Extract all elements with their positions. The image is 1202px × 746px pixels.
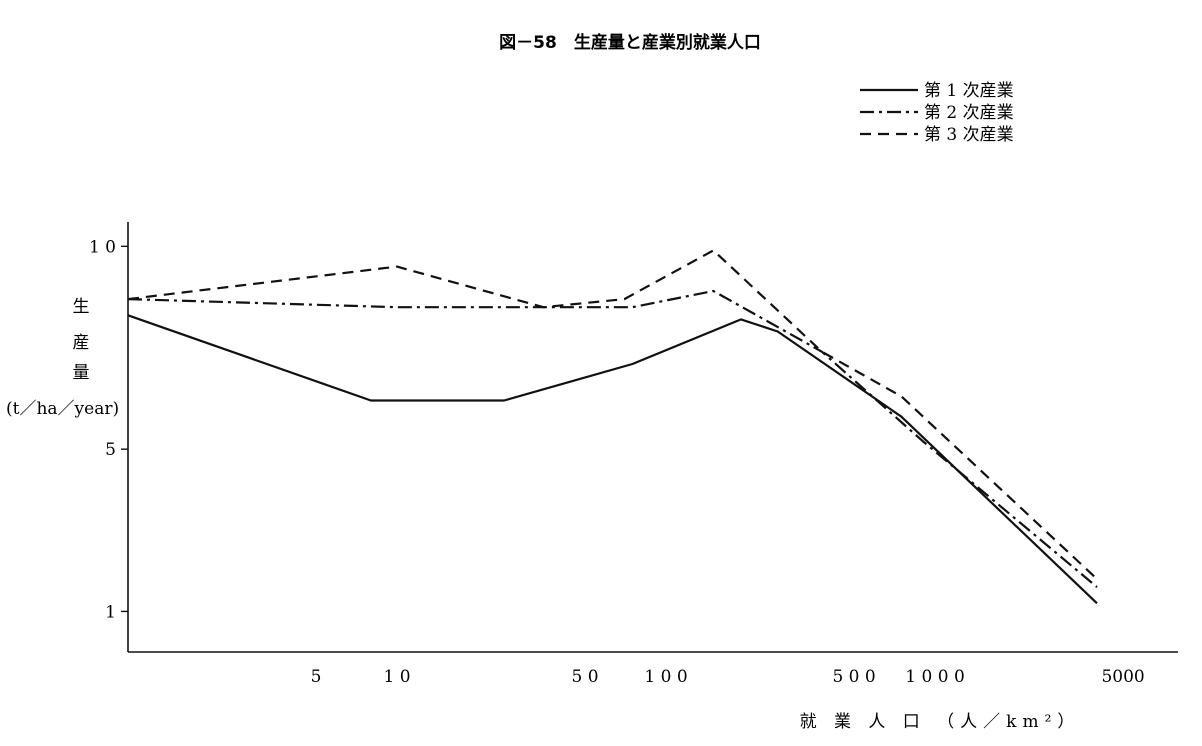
- series-line-2: [127, 289, 1098, 588]
- x-tick-label: 5 0: [572, 667, 599, 687]
- x-tick-label: 5: [311, 667, 322, 687]
- y-axis-label-line: (t／ha／year): [6, 399, 119, 419]
- y-axis-label: 生産量 (t／ha／year): [6, 297, 119, 419]
- y-axis-label-line: 生: [73, 297, 90, 317]
- x-tick-label: 1 0: [383, 667, 410, 687]
- legend-label-3: 第 3 次産業: [924, 125, 1014, 145]
- x-tick-label: 5 0 0: [832, 667, 875, 687]
- legend-label-2: 第 2 次産業: [924, 103, 1014, 123]
- x-tick-label: 1 0 0 0: [905, 667, 964, 687]
- legend-label-1: 第 1 次産業: [924, 81, 1014, 101]
- y-tick-label: 1 0: [89, 237, 116, 257]
- series-line-1: [127, 314, 1098, 605]
- x-axis-label: 就 業 人 口 （人／km²）: [800, 712, 1081, 732]
- y-axis-label-line: 産: [73, 333, 90, 353]
- y-ticks: 1 0 5 1: [89, 237, 128, 622]
- y-tick-label: 5: [105, 440, 116, 460]
- chart-title: 図－58 生産量と産業別就業人口: [499, 32, 761, 53]
- series-group: [127, 249, 1098, 605]
- y-tick-label: 1: [105, 602, 116, 622]
- x-ticks: 5 1 0 5 0 1 0 0 5 0 0 1 0 0 0 5000: [311, 667, 1145, 687]
- y-axis-label-line: 量: [73, 363, 90, 383]
- x-tick-label: 1 0 0: [644, 667, 687, 687]
- series-line-3: [127, 249, 1098, 580]
- x-tick-label: 5000: [1101, 667, 1144, 687]
